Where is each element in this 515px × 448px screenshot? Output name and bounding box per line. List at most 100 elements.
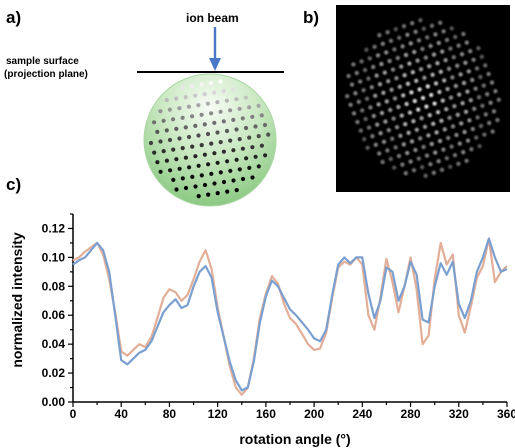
atom-dot	[180, 176, 185, 181]
pattern-spot	[448, 25, 456, 32]
atom-dot	[231, 148, 236, 153]
atom-dot	[256, 134, 261, 139]
atom-dot	[243, 95, 248, 100]
atom-dot	[250, 114, 255, 119]
pattern-spot	[462, 59, 469, 67]
pattern-spot	[401, 120, 409, 128]
x-tick-label: 360	[497, 407, 515, 421]
atom-dot	[262, 122, 268, 128]
pattern-spot	[427, 91, 435, 99]
atom-dot	[212, 181, 217, 186]
atom-dot	[161, 118, 166, 123]
atom-dot	[247, 165, 252, 170]
atom-dot	[218, 79, 223, 84]
atom-dot	[202, 182, 208, 188]
pattern-spot	[399, 161, 406, 169]
atom-dot	[212, 90, 217, 95]
atom-dot	[253, 124, 258, 129]
pattern-spot	[419, 45, 426, 53]
pattern-spot	[425, 132, 432, 139]
pattern-spot	[417, 65, 425, 73]
pattern-spot	[453, 62, 461, 70]
panel-a-label: a)	[6, 8, 22, 27]
atom-dot	[247, 105, 252, 110]
pattern-spot	[388, 135, 396, 143]
y-axis-label: normalized intensity	[9, 232, 25, 368]
atom-dot	[183, 155, 188, 160]
pattern-spot	[413, 126, 421, 134]
pattern-spot	[479, 102, 486, 110]
atom-dot	[256, 103, 261, 108]
pattern-spot	[481, 62, 489, 69]
x-tick-label: 160	[256, 407, 276, 421]
pattern-spot	[431, 149, 439, 157]
pattern-spot	[440, 146, 447, 154]
atom-dot	[259, 143, 264, 148]
pattern-spot	[411, 97, 419, 105]
pattern-spot	[433, 129, 440, 136]
pattern-spot	[443, 36, 451, 44]
pattern-spot	[441, 126, 449, 133]
pattern-spot	[430, 51, 438, 58]
pattern-spot	[470, 56, 477, 64]
pattern-spot	[369, 63, 377, 71]
pattern-spot	[390, 115, 397, 122]
pattern-spot	[418, 114, 425, 122]
atom-dot	[224, 128, 230, 134]
pattern-spot	[363, 95, 371, 103]
pattern-spot	[450, 53, 458, 61]
pattern-spot	[415, 37, 423, 44]
pattern-spot	[436, 137, 444, 145]
atom-dot	[212, 151, 217, 156]
pattern-spot	[436, 19, 444, 27]
atom-dot	[221, 149, 226, 154]
pattern-spot	[371, 92, 379, 100]
atom-dot	[218, 109, 223, 114]
pattern-spot	[407, 158, 414, 166]
pattern-spot	[470, 105, 478, 113]
pattern-spot	[380, 138, 388, 146]
atom-dot	[193, 184, 198, 189]
pattern-spot	[444, 134, 452, 142]
pattern-spot	[371, 43, 378, 51]
atom-dot	[199, 82, 204, 87]
pattern-spot	[431, 100, 438, 107]
pattern-spot	[477, 122, 485, 130]
pattern-spot	[412, 146, 419, 154]
atom-dot	[231, 117, 236, 122]
pattern-spot	[439, 97, 447, 104]
pattern-spot	[485, 70, 492, 78]
atom-dot	[158, 169, 163, 174]
pattern-spot	[421, 123, 429, 131]
atom-dot	[164, 158, 169, 163]
pattern-spot	[452, 82, 460, 90]
atom-dot	[215, 130, 220, 135]
pattern-spot	[412, 77, 420, 85]
atom-dot	[158, 139, 163, 144]
pattern-spot	[343, 92, 351, 100]
atom-dot	[180, 85, 185, 90]
pattern-spot	[458, 50, 466, 58]
atom-dot	[180, 146, 185, 151]
pattern-spot	[488, 79, 496, 86]
atom-dot	[174, 126, 179, 131]
atom-dot	[196, 194, 201, 199]
pattern-spot	[378, 60, 385, 68]
pattern-spot	[384, 28, 391, 36]
pattern-spot	[422, 54, 430, 61]
pattern-spot	[474, 114, 481, 121]
pattern-spot	[445, 65, 453, 73]
pattern-spot	[481, 131, 488, 138]
pattern-spot	[430, 169, 438, 177]
atom-dot	[202, 152, 207, 157]
atom-dot	[196, 133, 201, 138]
series-line-1	[72, 237, 508, 396]
atom-dot	[221, 179, 227, 185]
atom-dot	[152, 150, 157, 155]
pattern-spot	[355, 98, 363, 106]
pattern-spot	[435, 39, 443, 47]
atom-dot	[234, 127, 239, 132]
surface-label-line1: sample surface	[6, 56, 79, 67]
y-tick-label: 0.08	[42, 279, 66, 293]
pattern-spot	[425, 62, 433, 70]
